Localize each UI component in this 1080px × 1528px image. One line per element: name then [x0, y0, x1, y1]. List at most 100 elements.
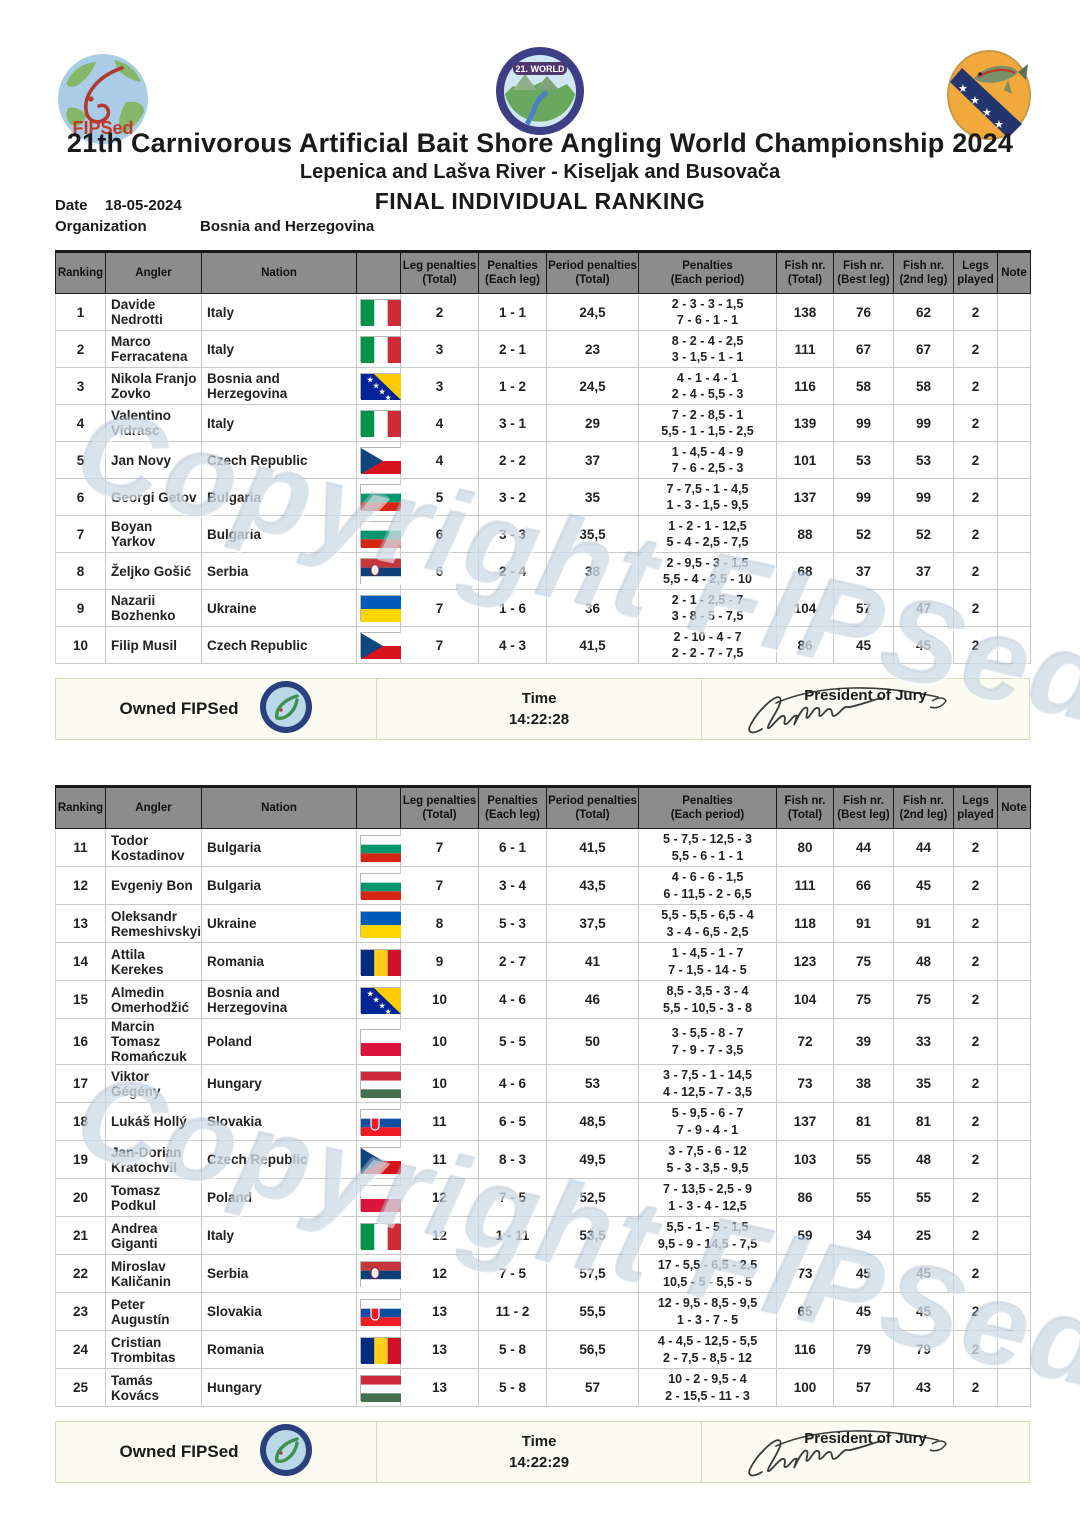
- cell-fish-best-leg: 45: [833, 626, 894, 664]
- cell-note: [997, 828, 1031, 867]
- flag-ro-icon: [356, 1330, 401, 1369]
- cell-angler: Jan-Dorian Kratochvil: [105, 1140, 202, 1179]
- cell-fish-2nd-leg: 35: [893, 1064, 954, 1103]
- svg-text:★: ★: [373, 382, 380, 390]
- column-header-note: Note: [997, 785, 1031, 829]
- cell-leg-penalties-total: 4: [400, 441, 479, 479]
- cell-angler: Marco Ferracatena: [105, 330, 202, 368]
- cell-nation: Bulgaria: [201, 866, 357, 905]
- column-header-flag: [356, 785, 401, 829]
- cell-fish-2nd-leg: 62: [893, 293, 954, 331]
- footer-bar-2: Owned FIPSed Time 14:22:29 President of …: [55, 1421, 1030, 1483]
- cell-period-penalties-total: 48,5: [546, 1102, 639, 1141]
- cell-penalties-each-leg: 8 - 3: [478, 1140, 547, 1179]
- flag-pl-icon: [356, 1178, 401, 1217]
- time-section: Time 14:22:29: [377, 1422, 703, 1482]
- cell-penalties-each-leg: 2 - 1: [478, 330, 547, 368]
- cell-angler: Jan Novy: [105, 441, 202, 479]
- table-row: 4 Valentino Vidrasc Italy 4 3 - 1 29 7 -…: [55, 404, 1031, 442]
- table-row: 14 Attila Kerekes Romania 9 2 - 7 41 1 -…: [55, 942, 1031, 981]
- column-header-ranking: Ranking: [55, 250, 106, 294]
- cell-fish-total: 80: [776, 828, 834, 867]
- cell-note: [997, 1018, 1031, 1065]
- table-row: 21 Andrea Giganti Italy 12 1 - 11 53,5 5…: [55, 1216, 1031, 1255]
- cell-fish-2nd-leg: 75: [893, 980, 954, 1019]
- cell-leg-penalties-total: 2: [400, 293, 479, 331]
- owned-label: Owned FIPSed: [119, 1442, 239, 1461]
- cell-penalties-each-period: 1 - 2 - 1 - 12,5 5 - 4 - 2,5 - 7,5: [638, 515, 777, 553]
- cell-leg-penalties-total: 10: [400, 1064, 479, 1103]
- cell-leg-penalties-total: 10: [400, 980, 479, 1019]
- cell-ranking: 3: [55, 367, 106, 405]
- cell-fish-total: 68: [776, 552, 834, 590]
- cell-period-penalties-total: 43,5: [546, 866, 639, 905]
- cell-nation: Czech Republic: [201, 626, 357, 664]
- organization-label: Organization: [55, 218, 147, 235]
- table-row: 22 Miroslav Kaličanin Serbia 12 7 - 5 57…: [55, 1254, 1031, 1293]
- cell-ranking: 17: [55, 1064, 106, 1103]
- ranking-table-1-10: Ranking Angler Nation Leg penalties (Total) P…: [55, 250, 1031, 664]
- cell-period-penalties-total: 37: [546, 441, 639, 479]
- cell-legs-played: 2: [953, 330, 998, 368]
- flag-bg-icon: [356, 828, 401, 867]
- cell-nation: Poland: [201, 1018, 357, 1065]
- owned-section: Owned FIPSed: [56, 1422, 378, 1482]
- cell-penalties-each-leg: 11 - 2: [478, 1292, 547, 1331]
- cell-note: [997, 589, 1031, 627]
- cell-fish-best-leg: 57: [833, 1368, 894, 1407]
- president-section: President of Jury: [702, 679, 1029, 739]
- cell-note: [997, 980, 1031, 1019]
- cell-fish-total: 72: [776, 1018, 834, 1065]
- table-row: 12 Evgeniy Bon Bulgaria 7 3 - 4 43,5 4 -…: [55, 866, 1031, 905]
- cell-ranking: 15: [55, 980, 106, 1019]
- owned-label: Owned FIPSed: [119, 699, 239, 718]
- date-label: Date: [55, 197, 88, 214]
- cell-fish-best-leg: 76: [833, 293, 894, 331]
- cell-penalties-each-period: 17 - 5,5 - 6,5 - 2,5 10,5 - 5 - 5,5 - 5: [638, 1254, 777, 1293]
- svg-text:★: ★: [982, 107, 992, 119]
- cell-fish-best-leg: 81: [833, 1102, 894, 1141]
- cell-ranking: 10: [55, 626, 106, 664]
- flag-ba-icon: ★ ★ ★ ★: [356, 980, 401, 1019]
- cell-ranking: 9: [55, 589, 106, 627]
- flag-pl-icon: [356, 1018, 401, 1065]
- cell-penalties-each-leg: 4 - 6: [478, 1064, 547, 1103]
- fipsed-seal-icon: [259, 680, 313, 739]
- cell-fish-best-leg: 99: [833, 404, 894, 442]
- cell-note: [997, 404, 1031, 442]
- cell-penalties-each-leg: 1 - 6: [478, 589, 547, 627]
- cell-penalties-each-leg: 1 - 2: [478, 367, 547, 405]
- cell-note: [997, 904, 1031, 943]
- cell-ranking: 24: [55, 1330, 106, 1369]
- cell-ranking: 23: [55, 1292, 106, 1331]
- cell-ranking: 22: [55, 1254, 106, 1293]
- cell-leg-penalties-total: 3: [400, 367, 479, 405]
- cell-period-penalties-total: 23: [546, 330, 639, 368]
- cell-ranking: 16: [55, 1018, 106, 1065]
- cell-penalties-each-leg: 6 - 5: [478, 1102, 547, 1141]
- cell-angler: Todor Kostadinov: [105, 828, 202, 867]
- cell-penalties-each-period: 3 - 7,5 - 1 - 14,5 4 - 12,5 - 7 - 3,5: [638, 1064, 777, 1103]
- cell-legs-played: 2: [953, 1254, 998, 1293]
- cell-leg-penalties-total: 9: [400, 942, 479, 981]
- cell-period-penalties-total: 56,5: [546, 1330, 639, 1369]
- cell-penalties-each-leg: 4 - 6: [478, 980, 547, 1019]
- cell-nation: Slovakia: [201, 1292, 357, 1331]
- column-header-fish-total: Fish nr. (Total): [776, 785, 834, 829]
- table-row: 20 Tomasz Podkul Poland 12 7 - 5 52,5 7 …: [55, 1178, 1031, 1217]
- cell-penalties-each-leg: 6 - 1: [478, 828, 547, 867]
- svg-text:★: ★: [379, 388, 386, 396]
- cell-penalties-each-period: 7 - 2 - 8,5 - 1 5,5 - 1 - 1,5 - 2,5: [638, 404, 777, 442]
- cell-nation: Serbia: [201, 1254, 357, 1293]
- cell-nation: Bosnia and Herzegovina: [201, 367, 357, 405]
- table-row: 24 Cristian Trombitas Romania 13 5 - 8 5…: [55, 1330, 1031, 1369]
- cell-leg-penalties-total: 3: [400, 330, 479, 368]
- cell-ranking: 13: [55, 904, 106, 943]
- meta-block: Date 18-05-2024 Organization Bosnia and …: [55, 197, 374, 239]
- cell-leg-penalties-total: 13: [400, 1330, 479, 1369]
- cell-penalties-each-leg: 5 - 8: [478, 1368, 547, 1407]
- cell-fish-2nd-leg: 67: [893, 330, 954, 368]
